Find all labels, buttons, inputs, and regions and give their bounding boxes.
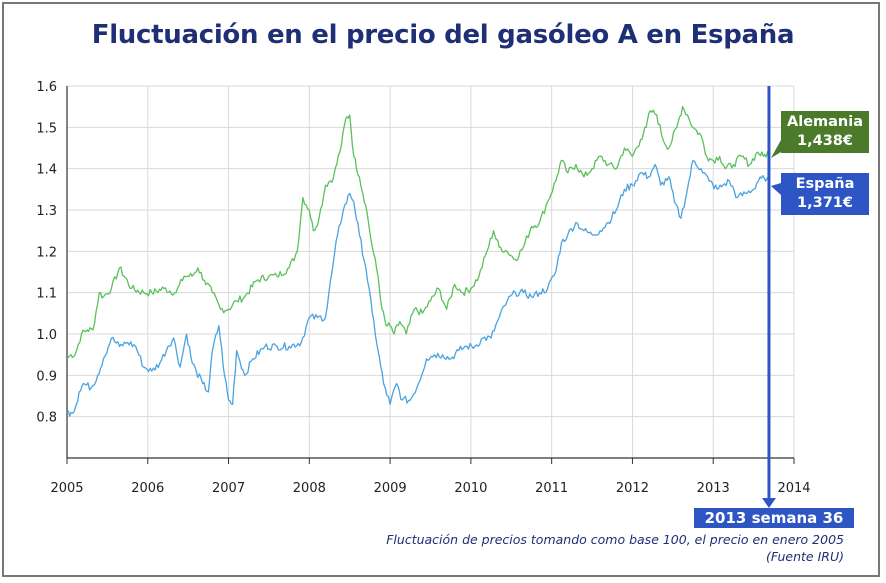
x-tick-label: 2008	[293, 481, 326, 496]
series-lines	[66, 106, 770, 417]
chart-frame	[2, 2, 880, 577]
x-tick-label: 2007	[212, 481, 245, 496]
germany-tag-pointer	[770, 140, 781, 158]
spain-price: 1,371€	[797, 195, 853, 211]
y-axis: 0.8 0.9 1.0 1.1 1.2 1.3 1.4 1.5 1.6	[36, 80, 57, 426]
y-tick-label: 0.9	[36, 369, 57, 384]
y-tick-label: 1.4	[36, 163, 57, 178]
x-tick-label: 2006	[131, 481, 164, 496]
week-marker-label: 2013 semana 36	[694, 508, 854, 528]
x-tick-label: 2011	[535, 481, 568, 496]
grid	[66, 85, 795, 459]
spain-label: España	[795, 176, 855, 192]
x-tick-label: 2010	[454, 481, 487, 496]
y-tick-label: 1.5	[36, 121, 57, 136]
spain-price-tag: España 1,371€	[781, 173, 869, 215]
x-axis: 2005 2006 2007 2008 2009 2010 2011 2012 2013 2014	[50, 458, 811, 496]
spain-line	[66, 159, 770, 417]
source-credit: (Fuente IRU)	[765, 549, 844, 564]
spain-tag-pointer	[770, 183, 781, 195]
x-tick-label: 2012	[616, 481, 649, 496]
y-tick-label: 1.0	[36, 328, 57, 343]
y-tick-label: 0.8	[36, 411, 57, 426]
germany-label: Alemania	[787, 114, 863, 130]
x-tick-label: 2005	[50, 481, 83, 496]
germany-price: 1,438€	[797, 133, 853, 149]
week-marker	[761, 86, 781, 508]
source-note: Fluctuación de precios tomando como base…	[386, 532, 844, 547]
y-tick-label: 1.1	[36, 287, 57, 302]
y-tick-label: 1.3	[36, 204, 57, 219]
y-tick-label: 1.6	[36, 80, 57, 95]
marker-pointer	[761, 498, 776, 508]
germany-price-tag: Alemania 1,438€	[781, 111, 869, 153]
x-tick-label: 2013	[697, 481, 730, 496]
chart-title: Fluctuación en el precio del gasóleo A e…	[91, 20, 795, 50]
y-tick-label: 1.2	[36, 245, 57, 260]
germany-line	[66, 106, 770, 360]
x-tick-label: 2009	[374, 481, 407, 496]
x-tick-label: 2014	[777, 481, 810, 496]
